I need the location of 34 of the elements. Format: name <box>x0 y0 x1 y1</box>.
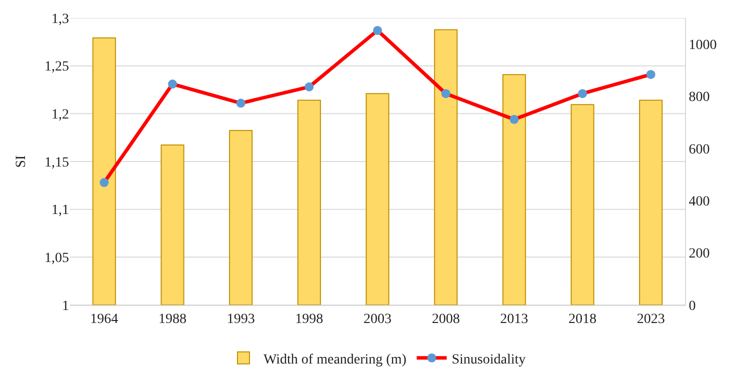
y2-tick-label: 800 <box>688 90 710 106</box>
bar <box>570 104 594 305</box>
legend-label: Sinusoidality <box>452 352 526 368</box>
y2-tick-label: 200 <box>688 246 710 262</box>
y2-tick-label: 1000 <box>688 38 717 53</box>
bar <box>366 93 390 305</box>
x-tick-label: 2003 <box>364 312 392 327</box>
x-tick-label: 2023 <box>636 312 665 327</box>
x-tick-label: 1998 <box>295 312 324 327</box>
legend-label: Width of meandering (m) <box>264 352 407 368</box>
x-tick-label: 1964 <box>90 312 118 327</box>
y2-tick-label: 0 <box>688 298 696 314</box>
y-tick-label: 1,2 <box>52 108 69 123</box>
x-tick-label: 2018 <box>568 312 596 327</box>
bar <box>160 144 184 305</box>
x-tick-label: 1988 <box>158 312 186 327</box>
x-tick-label: 2013 <box>500 312 528 327</box>
y-tick-label: 1,3 <box>52 12 69 27</box>
bar <box>92 37 116 305</box>
x-tick-label: 2008 <box>432 312 460 327</box>
y2-tick-label: 600 <box>688 142 710 158</box>
y-tick-label: 1,1 <box>52 203 69 218</box>
y-tick-label: 1,25 <box>44 60 69 75</box>
y-tick-label: 1,05 <box>44 251 69 266</box>
y-tick-label: 1 <box>62 298 69 314</box>
y2-tick-label: 400 <box>688 194 710 210</box>
bar <box>639 100 663 305</box>
y-axis-title: SI <box>14 154 30 168</box>
bar <box>434 29 458 305</box>
bar <box>297 100 321 305</box>
bar <box>502 74 526 305</box>
y-tick-label: 1,15 <box>44 155 69 170</box>
bar <box>229 130 253 305</box>
x-tick-label: 1993 <box>226 312 255 327</box>
